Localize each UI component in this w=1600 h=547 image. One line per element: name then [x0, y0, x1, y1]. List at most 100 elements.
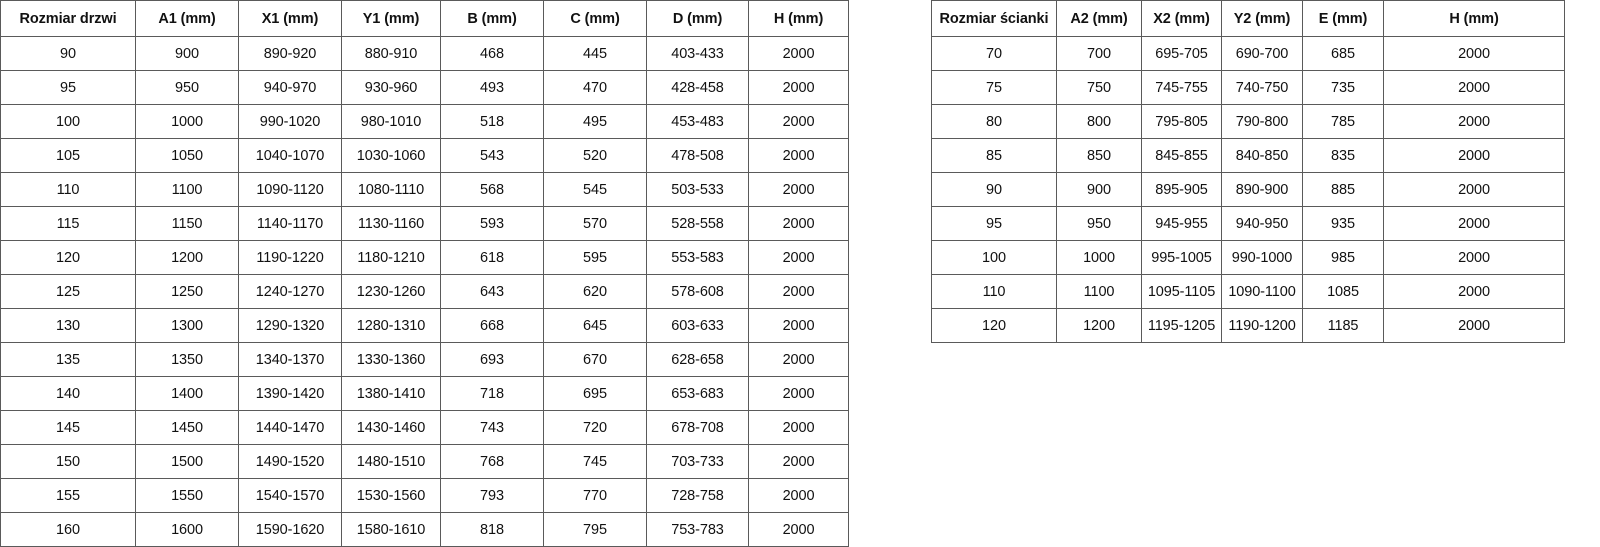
cell-c: 670	[543, 342, 647, 377]
cell-c: 495	[543, 104, 647, 139]
column-header-h: H (mm)	[1383, 0, 1565, 37]
table-row: 110 1100 1095-1105 1090-1100 1085 2000	[931, 274, 1565, 309]
cell-c: 745	[543, 444, 647, 479]
cell-c: 445	[543, 36, 647, 71]
column-header-d: D (mm)	[646, 0, 749, 37]
cell-x2: 895-905	[1141, 172, 1222, 207]
cell-y1: 1380-1410	[341, 376, 441, 411]
table-row: 125 1250 1240-1270 1230-1260 643 620 578…	[0, 274, 849, 309]
table-row: 100 1000 990-1020 980-1010 518 495 453-4…	[0, 104, 849, 139]
column-header-rozmiar-drzwi: Rozmiar drzwi	[0, 0, 136, 37]
cell-x2: 845-855	[1141, 138, 1222, 173]
table-header-row: Rozmiar ścianki A2 (mm) X2 (mm) Y2 (mm) …	[931, 0, 1565, 37]
cell-h: 2000	[748, 172, 849, 207]
table-row: 75 750 745-755 740-750 735 2000	[931, 70, 1565, 105]
table-row: 105 1050 1040-1070 1030-1060 543 520 478…	[0, 138, 849, 173]
cell-h: 2000	[748, 444, 849, 479]
table-row: 90 900 890-920 880-910 468 445 403-433 2…	[0, 36, 849, 71]
cell-rozmiar-drzwi: 140	[0, 376, 136, 411]
cell-rozmiar-scianki: 110	[931, 274, 1057, 309]
cell-h: 2000	[748, 342, 849, 377]
table-row: 145 1450 1440-1470 1430-1460 743 720 678…	[0, 410, 849, 445]
cell-a1: 1400	[135, 376, 239, 411]
cell-a1: 1600	[135, 512, 239, 547]
cell-rozmiar-drzwi: 150	[0, 444, 136, 479]
cell-rozmiar-scianki: 90	[931, 172, 1057, 207]
cell-h: 2000	[1383, 308, 1565, 343]
cell-x1: 1190-1220	[238, 240, 342, 275]
wall-size-table: Rozmiar ścianki A2 (mm) X2 (mm) Y2 (mm) …	[931, 0, 1565, 343]
cell-a2: 900	[1056, 172, 1142, 207]
cell-y1: 980-1010	[341, 104, 441, 139]
wall-size-table-body: 70 700 695-705 690-700 685 2000 75 750 7…	[931, 36, 1565, 343]
cell-y1: 1530-1560	[341, 478, 441, 513]
cell-b: 568	[440, 172, 544, 207]
column-header-x1: X1 (mm)	[238, 0, 342, 37]
cell-d: 453-483	[646, 104, 749, 139]
cell-rozmiar-scianki: 75	[931, 70, 1057, 105]
cell-a1: 1450	[135, 410, 239, 445]
cell-d: 753-783	[646, 512, 749, 547]
column-header-b: B (mm)	[440, 0, 544, 37]
cell-c: 570	[543, 206, 647, 241]
cell-e: 835	[1302, 138, 1384, 173]
cell-y2: 790-800	[1221, 104, 1303, 139]
column-header-a2: A2 (mm)	[1056, 0, 1142, 37]
cell-b: 818	[440, 512, 544, 547]
cell-c: 545	[543, 172, 647, 207]
cell-h: 2000	[748, 274, 849, 309]
column-header-a1: A1 (mm)	[135, 0, 239, 37]
door-size-table-body: 90 900 890-920 880-910 468 445 403-433 2…	[0, 36, 849, 547]
cell-y1: 1080-1110	[341, 172, 441, 207]
cell-rozmiar-drzwi: 115	[0, 206, 136, 241]
cell-c: 520	[543, 138, 647, 173]
cell-rozmiar-drzwi: 95	[0, 70, 136, 105]
cell-a1: 1550	[135, 478, 239, 513]
table-row: 135 1350 1340-1370 1330-1360 693 670 628…	[0, 342, 849, 377]
cell-a2: 700	[1056, 36, 1142, 71]
cell-c: 595	[543, 240, 647, 275]
column-header-rozmiar-scianki: Rozmiar ścianki	[931, 0, 1057, 37]
cell-rozmiar-scianki: 95	[931, 206, 1057, 241]
cell-d: 503-533	[646, 172, 749, 207]
cell-rozmiar-drzwi: 130	[0, 308, 136, 343]
wall-size-table-container: Rozmiar ścianki A2 (mm) X2 (mm) Y2 (mm) …	[931, 0, 1565, 343]
cell-c: 795	[543, 512, 647, 547]
cell-a1: 1000	[135, 104, 239, 139]
cell-a2: 1100	[1056, 274, 1142, 309]
cell-b: 468	[440, 36, 544, 71]
cell-rozmiar-scianki: 100	[931, 240, 1057, 275]
cell-y2: 740-750	[1221, 70, 1303, 105]
cell-y2: 1090-1100	[1221, 274, 1303, 309]
cell-b: 743	[440, 410, 544, 445]
cell-h: 2000	[748, 410, 849, 445]
cell-b: 618	[440, 240, 544, 275]
cell-e: 885	[1302, 172, 1384, 207]
cell-x1: 940-970	[238, 70, 342, 105]
table-row: 90 900 895-905 890-900 885 2000	[931, 172, 1565, 207]
cell-y1: 930-960	[341, 70, 441, 105]
cell-a2: 800	[1056, 104, 1142, 139]
cell-d: 653-683	[646, 376, 749, 411]
table-row: 70 700 695-705 690-700 685 2000	[931, 36, 1565, 71]
cell-h: 2000	[748, 478, 849, 513]
cell-x1: 1490-1520	[238, 444, 342, 479]
table-row: 120 1200 1190-1220 1180-1210 618 595 553…	[0, 240, 849, 275]
cell-x2: 1095-1105	[1141, 274, 1222, 309]
cell-x1: 1240-1270	[238, 274, 342, 309]
cell-h: 2000	[1383, 274, 1565, 309]
cell-d: 628-658	[646, 342, 749, 377]
table-row: 100 1000 995-1005 990-1000 985 2000	[931, 240, 1565, 275]
cell-h: 2000	[748, 512, 849, 547]
cell-e: 935	[1302, 206, 1384, 241]
table-row: 95 950 940-970 930-960 493 470 428-458 2…	[0, 70, 849, 105]
column-header-e: E (mm)	[1302, 0, 1384, 37]
table-row: 130 1300 1290-1320 1280-1310 668 645 603…	[0, 308, 849, 343]
cell-rozmiar-scianki: 85	[931, 138, 1057, 173]
cell-a2: 950	[1056, 206, 1142, 241]
cell-x2: 995-1005	[1141, 240, 1222, 275]
cell-h: 2000	[748, 70, 849, 105]
cell-d: 428-458	[646, 70, 749, 105]
cell-y1: 1030-1060	[341, 138, 441, 173]
door-size-table: Rozmiar drzwi A1 (mm) X1 (mm) Y1 (mm) B …	[0, 0, 849, 547]
